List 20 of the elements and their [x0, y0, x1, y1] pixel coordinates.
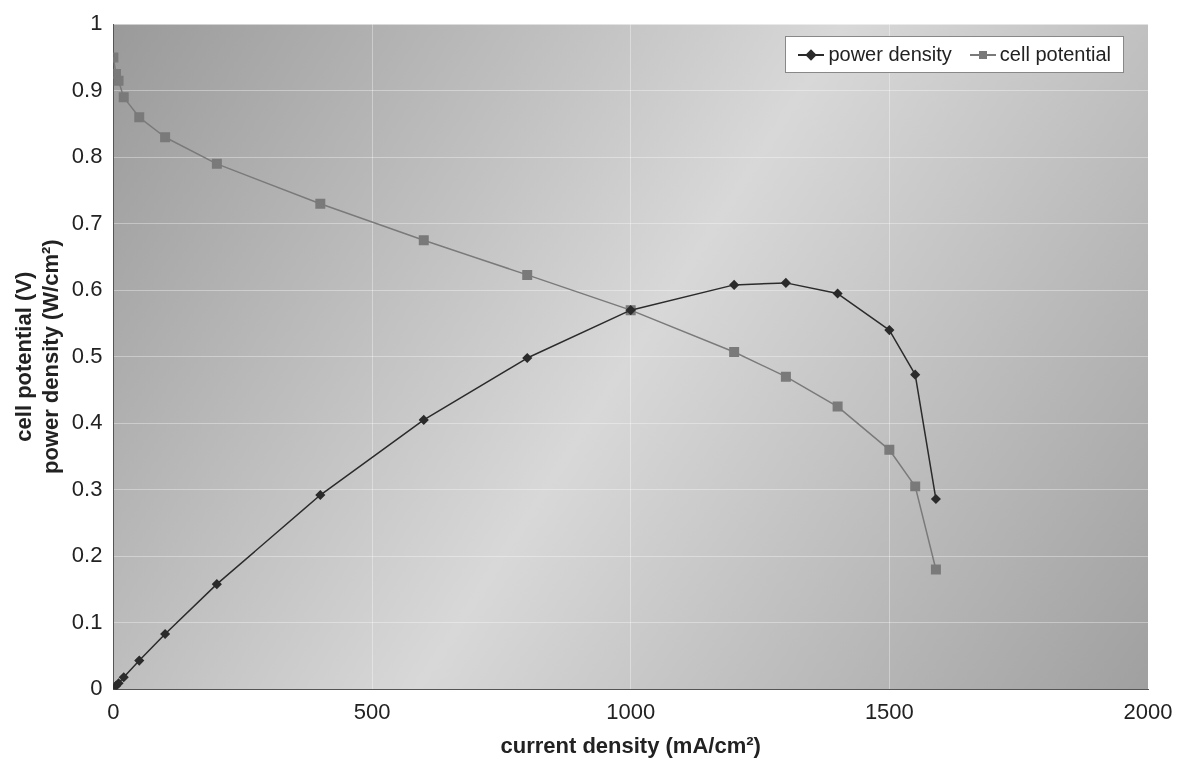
- x-tick-label: 1500: [864, 699, 914, 725]
- y-tick-label: 0.5: [71, 342, 103, 368]
- y-tick-label: 0.4: [71, 409, 103, 435]
- y-tick-label: 0.8: [71, 143, 103, 169]
- x-tick-label: 0: [107, 699, 120, 725]
- y-tick-label: 1: [90, 10, 103, 36]
- y-tick-label: 0.3: [71, 475, 103, 501]
- x-tick-label: 2000: [1123, 699, 1173, 725]
- y-tick-label: 0: [90, 675, 103, 701]
- y-tick-label: 0.1: [71, 608, 103, 634]
- legend-label: power density: [828, 43, 952, 67]
- x-tick-label: 1000: [606, 699, 656, 725]
- x-axis-title: current density (mA/cm²): [500, 732, 761, 758]
- y-tick-label: 0.6: [71, 276, 103, 302]
- legend-label: cell potential: [999, 43, 1111, 67]
- y-tick-label: 0.7: [71, 209, 103, 235]
- y-tick-label: 0.9: [71, 76, 103, 102]
- y-axis-title: cell potential (V) power density (W/cm²): [11, 239, 63, 475]
- x-tick-label: 500: [353, 699, 391, 725]
- y-tick-label: 0.2: [71, 542, 103, 568]
